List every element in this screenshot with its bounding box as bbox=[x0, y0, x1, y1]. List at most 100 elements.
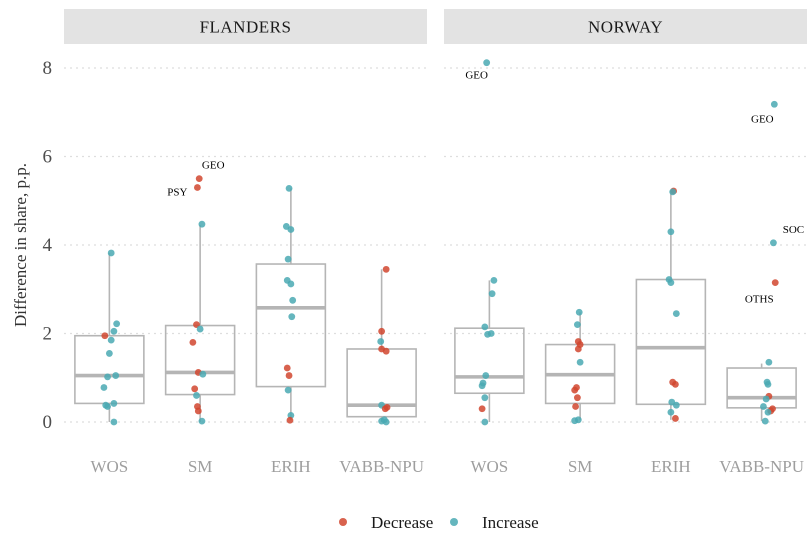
x-tick-label: SM bbox=[568, 457, 593, 476]
point-decrease bbox=[574, 345, 582, 353]
point-increase bbox=[107, 249, 115, 257]
point-decrease bbox=[194, 184, 201, 191]
point-increase bbox=[289, 296, 297, 304]
y-axis-title: Difference in share, p.p. bbox=[11, 163, 30, 327]
point-increase bbox=[672, 310, 680, 317]
point-increase bbox=[110, 418, 118, 426]
point-decrease bbox=[285, 372, 293, 379]
point-increase bbox=[284, 386, 292, 394]
x-tick-label: WOS bbox=[90, 457, 128, 476]
point-annotation: GEO bbox=[202, 160, 225, 172]
point-decrease bbox=[572, 403, 579, 410]
point-decrease bbox=[478, 405, 486, 413]
point-increase bbox=[760, 403, 767, 410]
point-increase bbox=[198, 220, 206, 228]
panels: FLANDERS GEO PSY WOS SM ERIH VABB-NPU NORWAY GEO… bbox=[64, 9, 807, 476]
point-decrease bbox=[101, 332, 109, 340]
boxplot-sm bbox=[164, 225, 236, 422]
point-decrease bbox=[771, 279, 779, 287]
point-increase bbox=[199, 370, 207, 378]
x-tick-label: VABB-NPU bbox=[339, 457, 424, 476]
point-annotation: OTHS bbox=[745, 294, 774, 306]
point-increase bbox=[284, 255, 292, 263]
legend-label: Increase bbox=[482, 513, 539, 532]
box bbox=[726, 367, 797, 409]
point-increase bbox=[574, 321, 581, 329]
point-decrease bbox=[286, 416, 294, 424]
point-decrease bbox=[574, 394, 581, 402]
point-increase bbox=[478, 382, 486, 390]
x-tick-label: VABB-NPU bbox=[719, 457, 804, 476]
point-increase bbox=[672, 401, 680, 409]
point-increase bbox=[669, 188, 677, 196]
point-increase bbox=[100, 384, 108, 391]
x-tick-label: ERIH bbox=[271, 457, 311, 476]
x-tick-label: SM bbox=[188, 457, 213, 476]
point-annotation: GEO bbox=[751, 113, 774, 125]
point-increase bbox=[770, 239, 777, 247]
point-increase bbox=[287, 280, 295, 288]
point-increase bbox=[288, 313, 296, 321]
point-decrease bbox=[378, 327, 386, 335]
legend-label: Decrease bbox=[371, 513, 433, 532]
point-increase bbox=[110, 400, 118, 407]
panel-strip bbox=[444, 9, 807, 44]
point-increase bbox=[571, 417, 579, 425]
point-increase bbox=[287, 226, 295, 233]
point-increase bbox=[667, 408, 675, 416]
box bbox=[164, 324, 236, 396]
point-increase bbox=[110, 327, 118, 335]
point-decrease bbox=[195, 175, 203, 183]
box bbox=[635, 278, 707, 406]
box bbox=[454, 327, 525, 395]
point-increase bbox=[667, 279, 675, 287]
y-tick-label: 4 bbox=[43, 235, 53, 256]
point-decrease bbox=[382, 265, 390, 273]
point-increase bbox=[488, 290, 496, 298]
point-decrease bbox=[672, 380, 679, 388]
point-increase bbox=[482, 372, 490, 379]
point-annotation: SOC bbox=[783, 224, 804, 236]
point-increase bbox=[483, 59, 491, 67]
point-increase bbox=[576, 358, 584, 366]
point-decrease bbox=[571, 386, 579, 394]
boxplot-vabb-npu bbox=[726, 363, 797, 422]
point-increase bbox=[104, 403, 111, 410]
point-increase bbox=[765, 358, 773, 366]
point-increase bbox=[104, 373, 111, 381]
point-increase bbox=[764, 380, 772, 388]
point-increase bbox=[481, 394, 489, 402]
point-increase bbox=[575, 308, 583, 316]
point-increase bbox=[377, 338, 385, 345]
point-increase bbox=[770, 100, 778, 108]
point-annotation: PSY bbox=[167, 186, 187, 198]
point-decrease bbox=[283, 364, 291, 372]
panel-title: FLANDERS bbox=[200, 18, 292, 37]
y-axis: 0 2 4 6 8 bbox=[43, 58, 53, 433]
panel-norway: NORWAY GEO GEO SOC OTHS WOS SM ERIH VABB-NPU bbox=[444, 9, 807, 476]
y-tick-label: 2 bbox=[43, 324, 53, 345]
point-increase bbox=[762, 395, 770, 403]
point-increase bbox=[285, 184, 293, 192]
point-decrease bbox=[381, 405, 389, 413]
point-decrease bbox=[672, 415, 679, 422]
point-increase bbox=[193, 392, 200, 399]
point-increase bbox=[112, 372, 120, 379]
point-increase bbox=[481, 418, 489, 426]
x-tick-label: ERIH bbox=[651, 457, 691, 476]
legend-key-increase bbox=[450, 518, 458, 526]
point-increase bbox=[490, 277, 498, 284]
panel-flanders: FLANDERS GEO PSY WOS SM ERIH VABB-NPU bbox=[64, 9, 427, 476]
point-decrease bbox=[189, 338, 197, 346]
box bbox=[74, 334, 145, 405]
boxplot-erih bbox=[635, 191, 707, 420]
point-increase bbox=[481, 323, 489, 331]
point-increase bbox=[113, 320, 121, 328]
point-decrease bbox=[191, 385, 199, 393]
panel-strip bbox=[64, 9, 427, 44]
point-increase bbox=[761, 417, 769, 425]
point-decrease bbox=[194, 407, 202, 415]
point-increase bbox=[196, 325, 204, 333]
legend: Decrease Increase bbox=[339, 513, 539, 532]
